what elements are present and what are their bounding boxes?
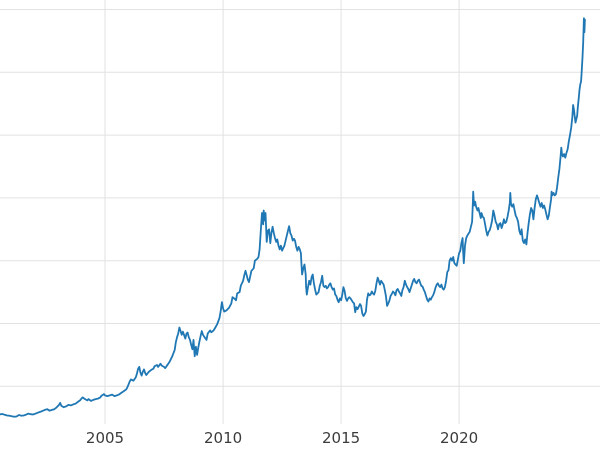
series-path-price	[0, 17, 586, 418]
gridlines	[0, 0, 600, 424]
x-axis-tick-labels: 2005 2010 2015 2020	[86, 429, 478, 447]
x-tick-label: 2020	[440, 429, 478, 447]
x-tick-label: 2005	[86, 429, 124, 447]
price-line	[0, 17, 586, 418]
x-tick-label: 2010	[204, 429, 242, 447]
x-tick-label: 2015	[322, 429, 360, 447]
